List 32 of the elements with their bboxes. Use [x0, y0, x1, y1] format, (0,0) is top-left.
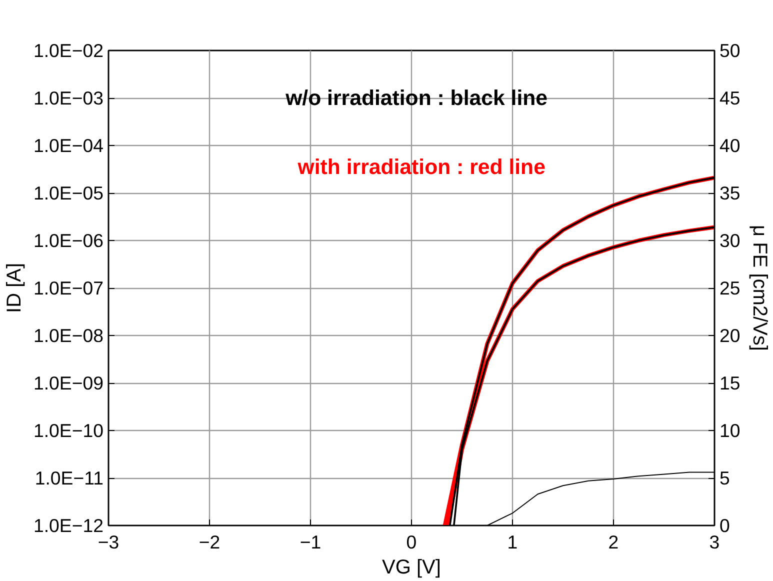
y2-tick-label: 30 [720, 230, 740, 251]
y2-tick-label: 5 [720, 468, 730, 488]
y-tick-label: 1.0E−08 [33, 325, 104, 346]
y-tick-label: 1.0E−05 [33, 182, 104, 204]
x-tick-label: −1 [300, 532, 322, 552]
y2-tick-label: 35 [720, 182, 740, 204]
y-tick-label: 1.0E−07 [33, 278, 104, 298]
y-tick-label: 1.0E−03 [33, 88, 104, 108]
y2-tick-label: 0 [720, 515, 730, 536]
y2-tick-label: 20 [720, 325, 740, 346]
y2-axis-title: μ FE [cm2/Vs] [748, 225, 770, 352]
y-axis-title: ID [A] [3, 262, 26, 314]
y-tick-label: 1.0E−10 [33, 420, 104, 441]
annotation: w/o irradiation : black line [284, 86, 548, 110]
y2-tick-label: 10 [720, 420, 740, 441]
x-tick-label: 2 [608, 532, 619, 552]
x-axis-title: VG [V] [382, 556, 441, 578]
y2-tick-label: 15 [720, 372, 740, 394]
y-tick-label: 1.0E−06 [33, 230, 104, 251]
x-tick-label: 3 [709, 532, 720, 552]
x-tick-label: 1 [507, 532, 518, 552]
x-tick-label: 0 [406, 532, 417, 552]
x-tick-label: −2 [198, 532, 220, 552]
y2-tick-label: 40 [720, 135, 740, 156]
y-tick-label: 1.0E−09 [33, 372, 104, 394]
y-tick-label: 1.0E−02 [33, 40, 104, 61]
y-tick-label: 1.0E−04 [33, 135, 104, 156]
y2-tick-label: 25 [720, 278, 740, 298]
annotation: with irradiation : red line [296, 155, 546, 180]
y2-tick-label: 50 [720, 40, 740, 61]
y2-tick-label: 45 [720, 88, 740, 108]
y-tick-label: 1.0E−11 [34, 468, 104, 488]
